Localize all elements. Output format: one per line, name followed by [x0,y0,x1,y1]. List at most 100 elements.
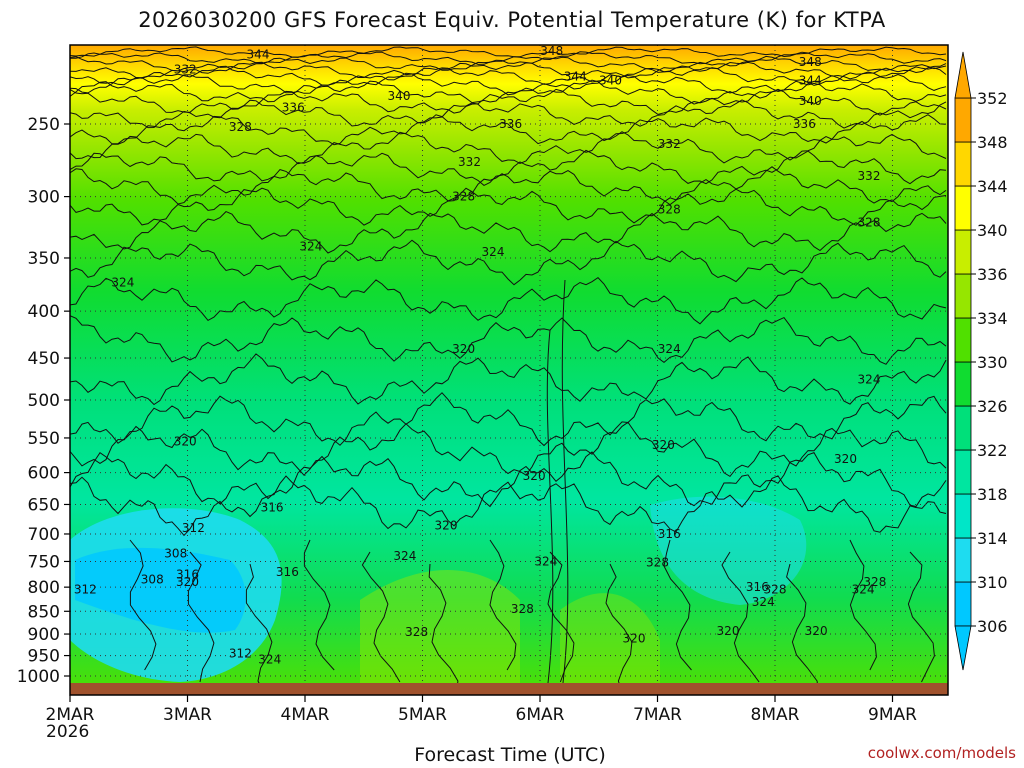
contour-line [70,51,947,65]
y-tick-label: 400 [28,302,60,322]
contour-line [546,329,554,684]
x-tick-label: 4MAR [281,705,330,725]
warm-low-region [560,593,660,683]
x-tick-label: 9MAR [868,705,917,725]
contour-label: 328 [646,556,669,570]
y-tick-label: 500 [28,391,60,411]
colorbar-label: 330 [977,353,1008,372]
contour-label: 316 [276,565,299,579]
colorbar-label: 336 [977,265,1008,284]
contour-line [561,279,569,684]
contour-line [361,551,401,683]
colorbar-label: 340 [977,221,1008,240]
contour-label: 336 [793,117,816,131]
contour-label: 324 [393,549,416,563]
contour-line [70,55,947,73]
colorbar-segment [954,141,972,187]
contour-line [70,276,947,325]
contour-label: 324 [534,554,557,568]
contour-line [786,563,819,695]
contour-label: 320 [623,631,646,645]
x-tick-label: 2MAR [46,705,95,725]
x-axis: 2MAR 3MAR 4MAR 5MAR 6MAR 7MAR 8MAR 9MAR [46,695,917,725]
contour-line [70,187,947,226]
contour-label: 324 [299,239,322,253]
y-axis: 250 300 350 400 450 500 550 600 650 700 750 800 850 9… [17,115,70,687]
contour-label: 336 [499,117,522,131]
colorbar-label: 306 [977,617,1008,636]
contour-line [70,451,947,508]
colorbar-label: 352 [977,89,1008,108]
contour-label: 344 [247,48,270,62]
colorbar-segment [954,537,972,583]
contour-label: 312 [74,583,97,597]
contour-label: 316 [261,501,284,515]
contour-line [70,211,947,254]
contour-line [187,551,215,683]
contour-line [70,61,947,80]
credit-link[interactable]: coolwx.com/models [867,744,1016,762]
contour-label: 312 [229,646,252,660]
contour-line [70,166,947,206]
y-tick-label: 600 [28,464,60,484]
contour-label: 324 [658,342,681,356]
contour-lines [70,46,947,695]
colorbar-segment [954,185,972,231]
contour-line [70,72,947,96]
colorbar-segment [954,405,972,451]
contour-label: 324 [852,583,875,597]
contour-label: 320 [834,452,857,466]
colorbar: 306 310 314 318 322 326 330 334 336 340 344 348 352 [954,51,1008,671]
colorbar-label: 334 [977,309,1008,328]
contour-line [70,239,947,286]
colorbar-top-arrow [954,51,972,99]
colorbar-bottom-arrow [954,625,972,671]
contour-line [70,392,947,447]
colorbar-segment [954,581,972,627]
x-axis-label: Forecast Time (UTC) [414,744,606,766]
contour-line [245,563,273,695]
contour-label: 324 [858,373,881,387]
contour-label: 348 [540,44,563,58]
y-tick-label: 900 [28,625,60,645]
x-tick-label: 7MAR [633,705,682,725]
y-tick-label: 350 [28,249,60,269]
y-tick-label: 550 [28,429,60,449]
contour-label: 324 [111,275,134,289]
contour-label: 332 [174,62,197,76]
contour-label: 324 [752,595,775,609]
plot-frame [69,44,949,696]
contour-label: 320 [805,624,828,638]
contour-line [129,539,157,671]
contour-line [70,65,947,86]
contour-line [663,539,692,671]
contour-line [70,131,947,165]
contour-line [489,539,517,671]
colorbar-label: 348 [977,133,1008,152]
colorbar-label: 310 [977,573,1008,592]
colorbar-label: 322 [977,441,1008,460]
contour-label: 320 [174,435,197,449]
y-tick-label: 700 [28,525,60,545]
contour-line [70,315,947,365]
field-features [70,496,807,683]
contour-line [70,79,947,105]
contour-line [303,539,335,671]
x-axis-year: 2026 [46,722,90,742]
contour-label: 320 [523,469,546,483]
coldest-region [75,547,246,633]
gridlines [70,45,948,695]
warm-low-region [360,570,520,683]
colorbar-segment [954,229,972,275]
colorbar-segment [954,97,972,143]
y-tick-label: 800 [28,578,60,598]
contour-label: 340 [388,89,411,103]
contour-label: 316 [746,580,769,594]
contour-label: 320 [435,518,458,532]
contour-line [428,563,459,695]
contour-label: 328 [858,215,881,229]
chart-title: 2026030200 GFS Forecast Equiv. Potential… [138,8,886,32]
contour-label: 320 [176,575,199,589]
colorbar-label: 314 [977,529,1008,548]
